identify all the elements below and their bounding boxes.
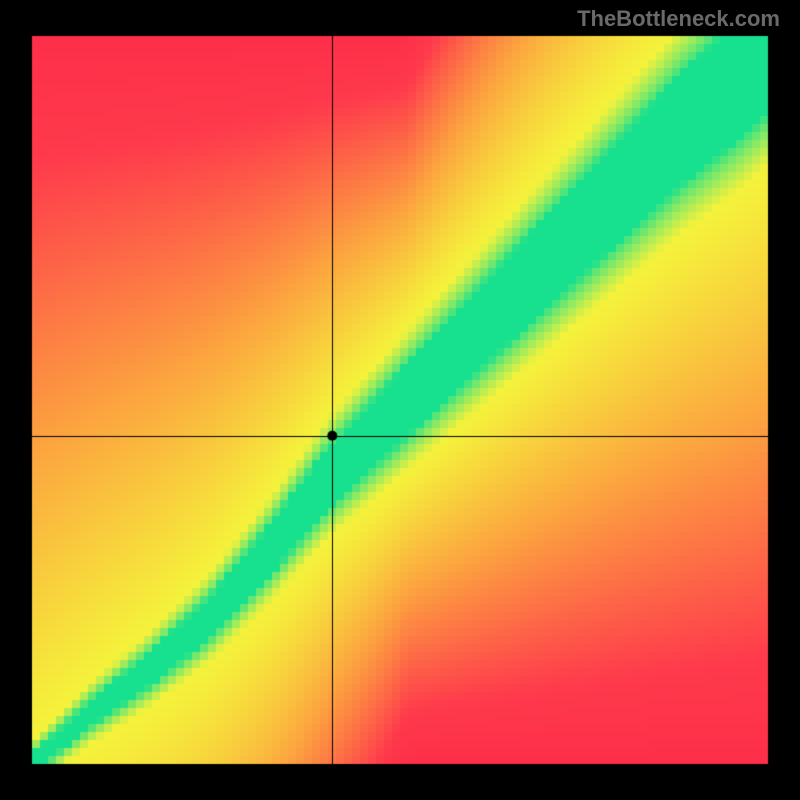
- chart-container: TheBottleneck.com: [0, 0, 800, 800]
- bottleneck-heatmap: [0, 0, 800, 800]
- watermark-text: TheBottleneck.com: [577, 6, 780, 32]
